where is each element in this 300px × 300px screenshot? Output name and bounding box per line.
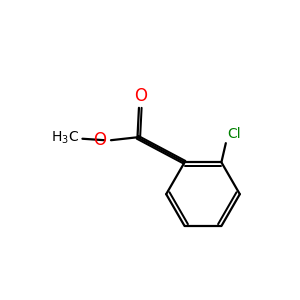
Text: O: O [94,130,106,148]
Text: Cl: Cl [227,127,241,141]
Text: H$_3$C: H$_3$C [50,130,79,146]
Text: O: O [134,87,147,105]
